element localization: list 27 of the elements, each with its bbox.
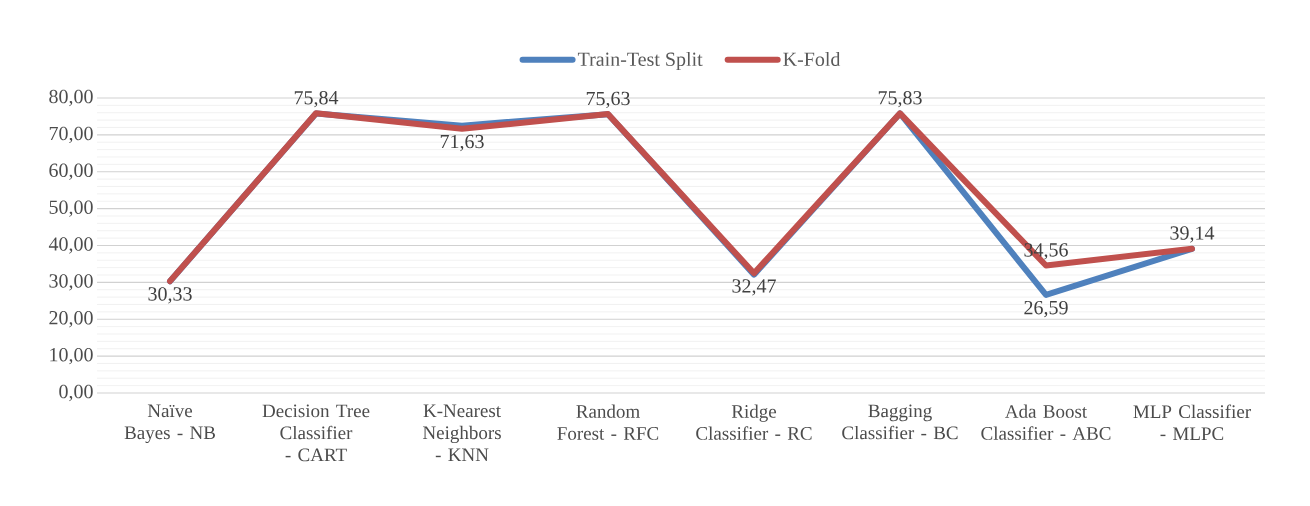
x-tick-label: Random Forest - RFC (557, 404, 659, 440)
y-tick-label: 10,00 (50, 347, 93, 365)
y-tick-label: 80,00 (49, 89, 93, 107)
x-tick-label: K-Nearest Neighbors - KNN (422, 404, 501, 461)
legend-label: K-Fold (783, 51, 841, 67)
data-label: 75,83 (878, 90, 922, 108)
data-label: 71,63 (440, 134, 484, 152)
data-label: 26,59 (1024, 300, 1068, 318)
y-tick-label: 30,00 (49, 274, 93, 291)
y-tick-label: 60,00 (49, 163, 93, 180)
x-tick-label: MLP Classifier - MLPC (1133, 404, 1251, 441)
x-tick-label: Naïve Bayes - NB (124, 404, 215, 444)
x-tick-label: Bagging Classifier - BC (842, 404, 958, 440)
y-tick-label: 50,00 (49, 200, 93, 217)
data-label: 39,14 (1170, 226, 1215, 243)
x-tick-label: Decision Tree Classifier - CART (262, 404, 370, 462)
data-label: 32,47 (732, 279, 776, 296)
data-label: 75,84 (294, 90, 339, 108)
y-tick-label: 0,00 (59, 384, 93, 402)
data-label: 75,63 (586, 91, 630, 109)
y-tick-label: 40,00 (48, 237, 93, 254)
y-tick-label: 20,00 (49, 311, 93, 328)
x-tick-label: Ada Boost Classifier - ABC (981, 404, 1111, 440)
x-tick-label: Ridge Classifier - RC (696, 404, 812, 440)
y-tick-label: 70,00 (49, 126, 93, 144)
legend-label: Train-Test Split (577, 51, 703, 71)
data-label: 30,33 (148, 287, 192, 304)
